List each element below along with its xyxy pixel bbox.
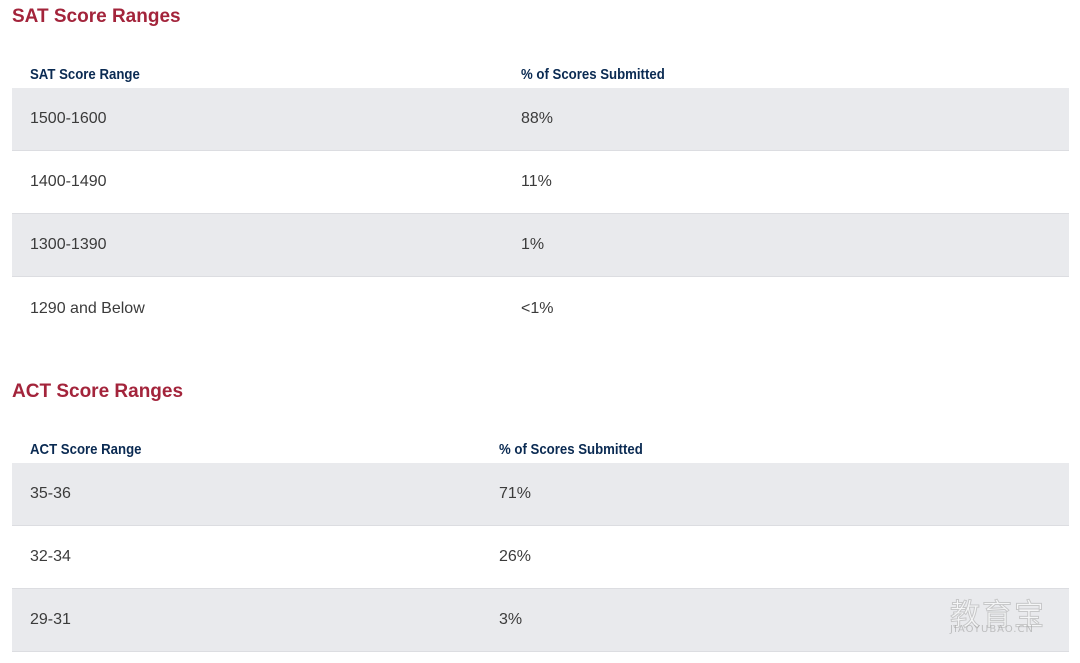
act-table-header: ACT Score Range % of Scores Submitted [12, 435, 1069, 463]
sat-table-header: SAT Score Range % of Scores Submitted [12, 60, 1069, 88]
table-row: 1300-1390 1% [12, 214, 1069, 277]
score-range-cell: 29-31 [30, 611, 71, 628]
table-row: 35-36 71% [12, 463, 1069, 526]
act-score-table: ACT Score Range % of Scores Submitted 35… [12, 435, 1069, 652]
table-row: 29-31 3% [12, 589, 1069, 652]
percent-cell: <1% [521, 299, 554, 317]
percent-cell: 1% [521, 236, 545, 253]
sat-section-title: SAT Score Ranges [12, 6, 181, 27]
score-range-cell: 1500-1600 [30, 110, 107, 127]
table-row: 32-34 26% [12, 526, 1069, 589]
score-range-cell: 32-34 [30, 548, 71, 565]
score-range-cell: 35-36 [30, 485, 71, 502]
act-section-title: ACT Score Ranges [12, 381, 184, 402]
table-row: 1400-1490 11% [12, 151, 1069, 214]
table-row: 1290 and Below <1% [12, 277, 1069, 340]
score-range-cell: 1400-1490 [30, 173, 107, 190]
score-range-cell: 1290 and Below [30, 299, 145, 317]
score-range-cell: 1300-1390 [30, 236, 107, 253]
sat-header-range: SAT Score Range [30, 66, 140, 83]
percent-cell: 11% [521, 173, 552, 190]
percent-cell: 26% [499, 548, 532, 565]
act-header-range: ACT Score Range [30, 441, 142, 458]
sat-score-table: SAT Score Range % of Scores Submitted 15… [12, 60, 1069, 340]
percent-cell: 88% [521, 110, 554, 127]
percent-cell: 3% [499, 611, 523, 628]
act-header-percent: % of Scores Submitted [499, 441, 643, 458]
percent-cell: 71% [499, 485, 532, 502]
sat-header-percent: % of Scores Submitted [521, 66, 665, 83]
table-row: 1500-1600 88% [12, 88, 1069, 151]
